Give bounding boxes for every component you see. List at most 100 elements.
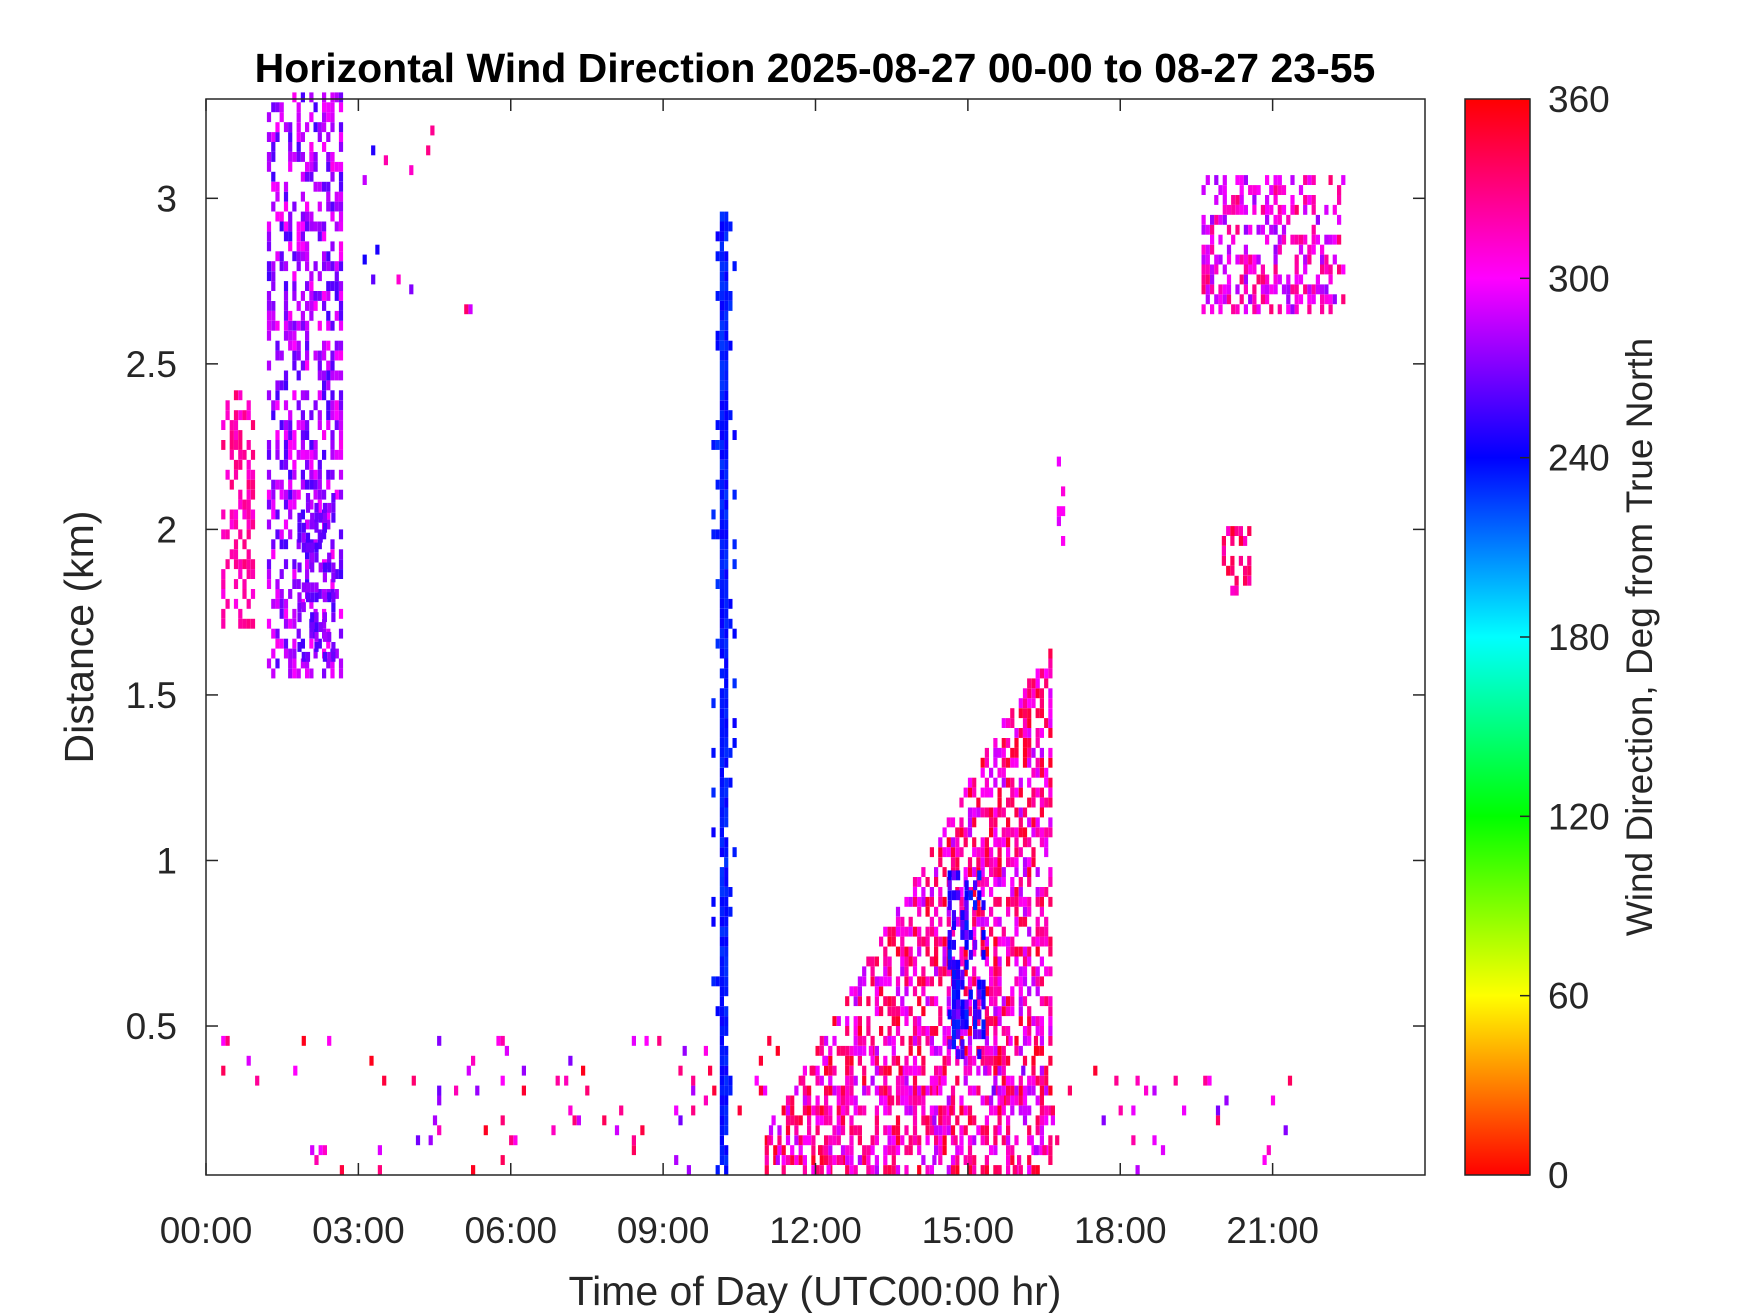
heatmap-cell: [724, 857, 729, 868]
heatmap-cell: [976, 1085, 981, 1096]
heatmap-cell: [297, 602, 302, 613]
heatmap-cell: [976, 896, 981, 907]
heatmap-cell: [862, 1065, 867, 1076]
heatmap-cell: [1027, 1035, 1032, 1046]
heatmap-cell: [719, 1026, 724, 1036]
heatmap-cell: [904, 1165, 909, 1175]
heatmap-cell: [1031, 1055, 1036, 1066]
heatmap-cell: [338, 191, 344, 202]
heatmap-cell: [317, 291, 322, 301]
heatmap-cell: [828, 1105, 833, 1116]
heatmap-cell: [1022, 906, 1028, 917]
heatmap-cell: [984, 877, 989, 887]
heatmap-cell: [614, 1125, 620, 1136]
heatmap-cell: [724, 976, 729, 987]
heatmap-cell: [968, 949, 973, 960]
heatmap-cell: [301, 1035, 306, 1046]
heatmap-cell: [1048, 996, 1053, 1007]
heatmap-cell: [836, 1045, 841, 1056]
heatmap-cell: [314, 632, 319, 642]
heatmap-cell: [822, 1055, 827, 1066]
heatmap-cell: [724, 847, 729, 858]
heatmap-cell: [326, 181, 331, 192]
heatmap-cell: [330, 102, 335, 113]
heatmap-cell: [870, 1135, 875, 1146]
heatmap-cell: [959, 1105, 964, 1116]
heatmap-cell: [984, 747, 989, 758]
heatmap-cell: [984, 1155, 989, 1165]
heatmap-cell: [942, 1026, 947, 1036]
heatmap-cell: [1324, 204, 1329, 215]
heatmap-cell: [1247, 575, 1252, 586]
heatmap-cell: [719, 757, 724, 768]
heatmap-cell: [275, 211, 280, 222]
heatmap-cell: [288, 340, 293, 351]
heatmap-cell: [946, 1165, 951, 1175]
heatmap-cell: [1022, 1026, 1028, 1036]
heatmap-cell: [1027, 817, 1032, 828]
heatmap-cell: [1226, 244, 1232, 255]
heatmap-cell: [1010, 936, 1015, 947]
heatmap-cell: [1221, 536, 1226, 546]
heatmap-cell: [1238, 555, 1243, 566]
heatmap-cell: [327, 502, 332, 513]
heatmap-cell: [288, 320, 293, 331]
heatmap-cell: [728, 301, 733, 311]
heatmap-cell: [305, 221, 310, 232]
heatmap-cell: [317, 132, 322, 142]
heatmap-cell: [956, 969, 961, 980]
heatmap-cell: [657, 1035, 662, 1046]
heatmap-cell: [296, 102, 301, 113]
heatmap-cell: [955, 1055, 960, 1066]
heatmap-cell: [1222, 264, 1227, 275]
heatmap-cell: [963, 787, 968, 798]
heatmap-cell: [266, 330, 272, 341]
heatmap-cell: [719, 1045, 724, 1056]
heatmap-cell: [279, 211, 284, 222]
heatmap-cell: [362, 254, 367, 265]
heatmap-cell: [895, 916, 901, 927]
heatmap-cell: [1006, 1026, 1011, 1036]
heatmap-cell: [972, 1055, 977, 1066]
heatmap-cell: [917, 1095, 922, 1106]
heatmap-cell: [1048, 688, 1053, 699]
heatmap-cell: [874, 1125, 879, 1136]
heatmap-cell: [338, 370, 344, 381]
heatmap-cell: [309, 410, 314, 421]
heatmap-cell: [921, 1095, 926, 1106]
heatmap-cell: [322, 350, 327, 361]
heatmap-cell: [250, 559, 256, 570]
heatmap-cell: [724, 589, 729, 599]
heatmap-cell: [993, 1145, 998, 1156]
heatmap-cell: [785, 1115, 791, 1126]
heatmap-cell: [891, 1125, 896, 1136]
heatmap-cell: [371, 145, 376, 156]
heatmap-cell: [891, 1035, 896, 1046]
heatmap-cell: [1035, 827, 1040, 838]
heatmap-cell: [1048, 698, 1053, 709]
heatmap-cell: [1328, 175, 1333, 185]
heatmap-cell: [266, 658, 272, 669]
heatmap-cell: [1044, 827, 1049, 838]
heatmap-cell: [719, 330, 724, 341]
heatmap-cell: [238, 489, 243, 500]
heatmap-cell: [1035, 1095, 1040, 1106]
heatmap-cell: [929, 1105, 934, 1116]
heatmap-cell: [960, 1039, 965, 1050]
heatmap-cell: [1290, 284, 1295, 295]
heatmap-cell: [1266, 1145, 1271, 1156]
heatmap-cell: [980, 1125, 985, 1136]
heatmap-cell: [942, 946, 947, 957]
heatmap-cell: [1303, 254, 1308, 265]
heatmap-cell: [338, 320, 344, 331]
heatmap-cell: [1022, 718, 1028, 728]
heatmap-cell: [895, 1135, 901, 1146]
heatmap-cell: [845, 1155, 850, 1165]
heatmap-cell: [719, 1055, 724, 1066]
heatmap-cell: [305, 211, 310, 222]
heatmap-cells: [221, 92, 1346, 1175]
heatmap-cell: [246, 569, 251, 579]
heatmap-cell: [895, 1006, 901, 1017]
heatmap-cell: [1022, 996, 1028, 1007]
heatmap-cell: [715, 420, 720, 430]
